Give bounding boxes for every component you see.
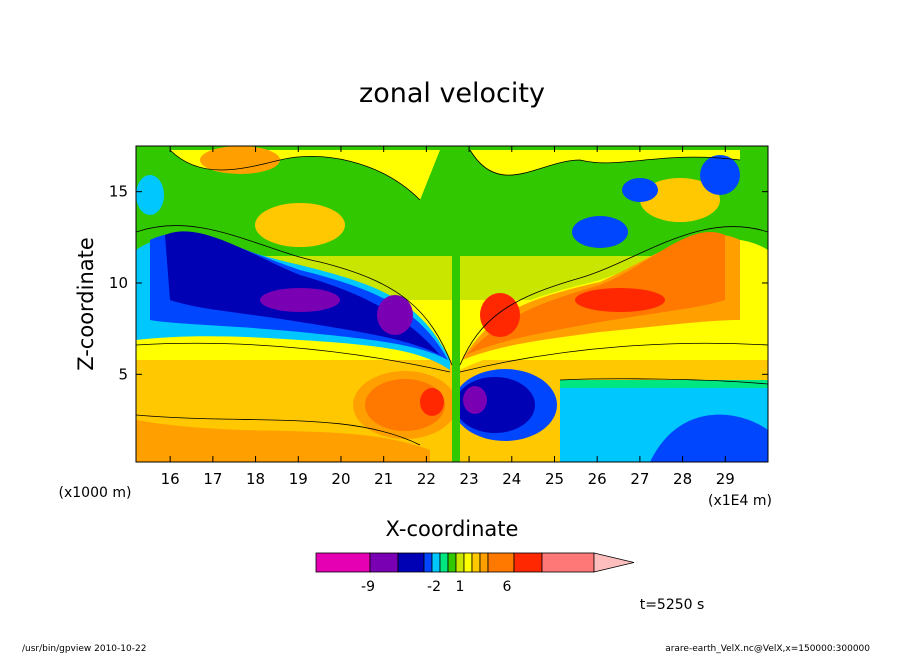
colorbar-arrow	[593, 552, 635, 573]
x-tick-label: 16	[161, 470, 180, 488]
y-tick-label: 5	[118, 365, 128, 383]
y-axis: 5 10 15	[109, 183, 768, 383]
x-tick-label: 22	[417, 470, 436, 488]
y-tick-label: 15	[109, 183, 128, 201]
x-tick-label: 17	[203, 470, 222, 488]
colorbar-label: -9	[361, 579, 375, 595]
colorbar-swatch	[487, 552, 515, 573]
x-tick-label: 20	[331, 470, 350, 488]
colorbar-swatch	[315, 552, 371, 573]
footer-left: /usr/bin/gpview 2010-10-22	[22, 644, 146, 654]
x-tick-label: 27	[630, 470, 649, 488]
chart-title: zonal velocity	[359, 78, 545, 109]
footer-right: arare-earth_VelX.nc@VelX,x=150000:300000	[665, 644, 870, 654]
x-tick-label: 28	[673, 470, 692, 488]
y-axis-label: Z-coordinate	[74, 237, 98, 371]
x-tick-label: 25	[545, 470, 564, 488]
colorbar: -9 -2 1 6	[315, 552, 635, 595]
plot-frame	[135, 145, 769, 463]
x-tick-label: 18	[246, 470, 265, 488]
colorbar-swatch	[439, 552, 449, 573]
x-tick-label: 29	[716, 470, 735, 488]
x-tick-label: 23	[460, 470, 479, 488]
contour-field	[136, 146, 768, 462]
colorbar-swatch	[471, 552, 481, 573]
colorbar-swatch	[423, 552, 433, 573]
time-label: t=5250 s	[640, 597, 705, 613]
colorbar-label: 1	[456, 579, 465, 595]
x-axis: 16 17 18 19 20 21 22 23 24 25 26 27 28 29	[161, 146, 735, 488]
colorbar-swatch	[447, 552, 457, 573]
colorbar-label: -2	[427, 579, 441, 595]
x-tick-label: 19	[289, 470, 308, 488]
colorbar-swatch	[513, 552, 543, 573]
colorbar-swatch	[463, 552, 473, 573]
x-axis-label: X-coordinate	[386, 517, 519, 541]
colorbar-swatch	[397, 552, 425, 573]
x-tick-label: 26	[588, 470, 607, 488]
y-tick-label: 10	[109, 274, 128, 292]
x-tick-label: 21	[374, 470, 393, 488]
x-axis-unit: (x1000 m)	[59, 485, 132, 501]
colorbar-swatch	[541, 552, 595, 573]
colorbar-swatch	[369, 552, 399, 573]
colorbar-swatch	[455, 552, 465, 573]
x-axis-unit-right: (x1E4 m)	[708, 493, 772, 509]
colorbar-swatch	[479, 552, 489, 573]
colorbar-swatch	[431, 552, 441, 573]
colorbar-label: 6	[503, 579, 512, 595]
x-tick-label: 24	[502, 470, 521, 488]
